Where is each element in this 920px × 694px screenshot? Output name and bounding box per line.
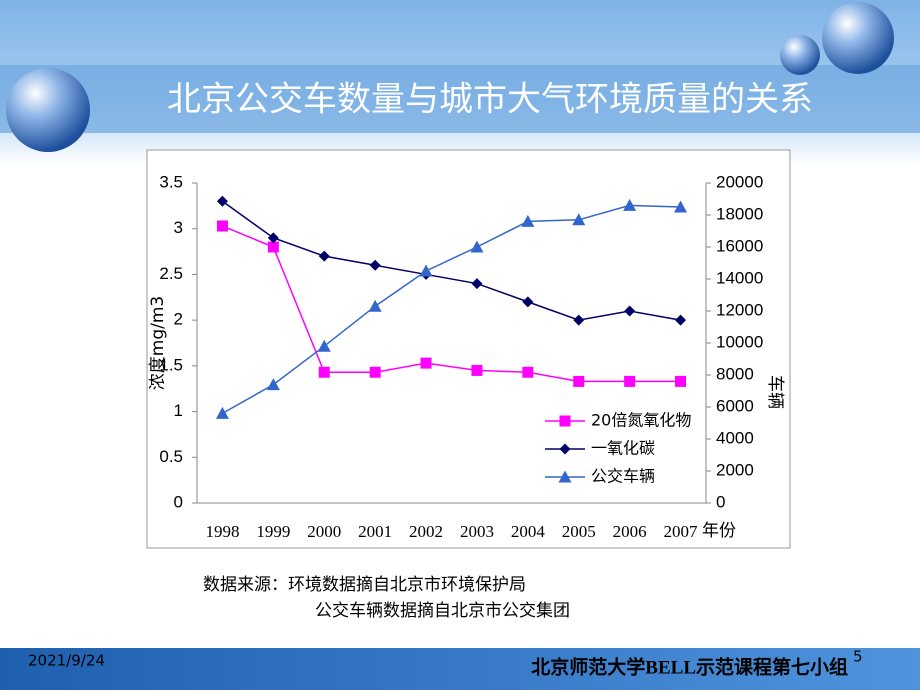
y2-tick-label: 0 xyxy=(716,492,725,511)
y-tick-label: 3 xyxy=(174,218,183,237)
marker xyxy=(369,366,381,378)
x-tick-label: 2005 xyxy=(562,522,596,541)
marker xyxy=(471,364,483,376)
marker xyxy=(216,195,228,207)
y2-tick-label: 8000 xyxy=(716,364,754,383)
title-band xyxy=(0,65,920,133)
marker xyxy=(419,264,433,277)
legend-label: 20倍氮氧化物 xyxy=(591,411,691,430)
footer-text: 北京师范大学BELL示范课程第七小组 xyxy=(531,655,848,678)
y2-tick-label: 20000 xyxy=(716,172,763,191)
y-tick-label: 1 xyxy=(174,401,183,420)
y2-tick-label: 6000 xyxy=(716,396,754,415)
marker xyxy=(623,198,637,211)
y-tick-label: 3.5 xyxy=(159,172,183,191)
x-tick-label: 2004 xyxy=(511,522,546,541)
x-tick-label: 2006 xyxy=(613,522,647,541)
series-line xyxy=(222,225,681,383)
y2-tick-label: 16000 xyxy=(716,236,763,255)
y2-tick-label: 14000 xyxy=(716,268,763,287)
y-tick-label: 2.5 xyxy=(159,264,183,283)
marker xyxy=(267,232,279,244)
marker xyxy=(522,296,534,308)
y-tick-label: 0 xyxy=(174,492,183,511)
marker xyxy=(317,339,331,352)
source-line: 公交车辆数据摘自北京市公交集团 xyxy=(315,601,570,621)
marker xyxy=(572,213,586,226)
x-tick-label: 2003 xyxy=(460,522,494,541)
chart-frame xyxy=(146,149,791,549)
sphere xyxy=(822,2,894,74)
marker xyxy=(559,443,571,455)
slide-title: 北京公交车数量与城市大气环境质量的关系 xyxy=(167,80,813,120)
marker xyxy=(420,357,432,369)
y2-tick-label: 12000 xyxy=(716,300,763,319)
x-tick-label: 2000 xyxy=(307,522,341,541)
marker xyxy=(470,240,484,253)
legend-label: 公交车辆 xyxy=(591,467,655,486)
x-tick-label: 1998 xyxy=(205,522,239,541)
marker xyxy=(216,220,228,232)
marker xyxy=(471,278,483,290)
marker xyxy=(573,314,585,326)
marker xyxy=(266,378,280,391)
marker xyxy=(267,241,279,253)
marker xyxy=(674,200,688,213)
marker xyxy=(675,375,687,387)
sphere xyxy=(6,68,90,152)
page-number: 5 xyxy=(853,648,863,666)
marker xyxy=(624,375,636,387)
marker xyxy=(318,250,330,262)
y2-tick-label: 10000 xyxy=(716,332,763,351)
marker xyxy=(624,305,636,317)
source-line: 数据来源：环境数据摘自北京市环境保护局 xyxy=(203,575,526,595)
marker xyxy=(318,366,330,378)
marker xyxy=(558,470,572,483)
series-line xyxy=(222,204,681,415)
marker xyxy=(559,415,571,427)
series-line xyxy=(222,200,681,321)
footer-bar xyxy=(0,648,920,690)
y-tick-label: 2 xyxy=(174,310,183,329)
y2-tick-label: 18000 xyxy=(716,204,763,223)
marker xyxy=(369,259,381,271)
x-tick-label: 2001 xyxy=(358,522,392,541)
marker xyxy=(215,406,229,419)
y-axis-label: 浓度mg/m3 xyxy=(148,296,168,390)
x-tick-label: 1999 xyxy=(256,522,290,541)
marker xyxy=(521,214,535,227)
y-tick-label: 0.5 xyxy=(159,447,183,466)
y-tick-label: 1.5 xyxy=(159,355,183,374)
y2-tick-label: 4000 xyxy=(716,428,754,447)
y2-tick-label: 2000 xyxy=(716,460,754,479)
y2-axis-label: 车辆 xyxy=(765,375,785,409)
x-tick-label: 2007 xyxy=(664,522,699,541)
x-axis-label: 年份 xyxy=(702,521,736,541)
marker xyxy=(573,375,585,387)
legend-label: 一氧化碳 xyxy=(591,439,655,458)
sphere xyxy=(780,35,820,75)
marker xyxy=(522,366,534,378)
x-tick-label: 2002 xyxy=(409,522,443,541)
date: 2021/9/24 xyxy=(28,652,105,670)
marker xyxy=(368,299,382,312)
marker xyxy=(675,314,687,326)
